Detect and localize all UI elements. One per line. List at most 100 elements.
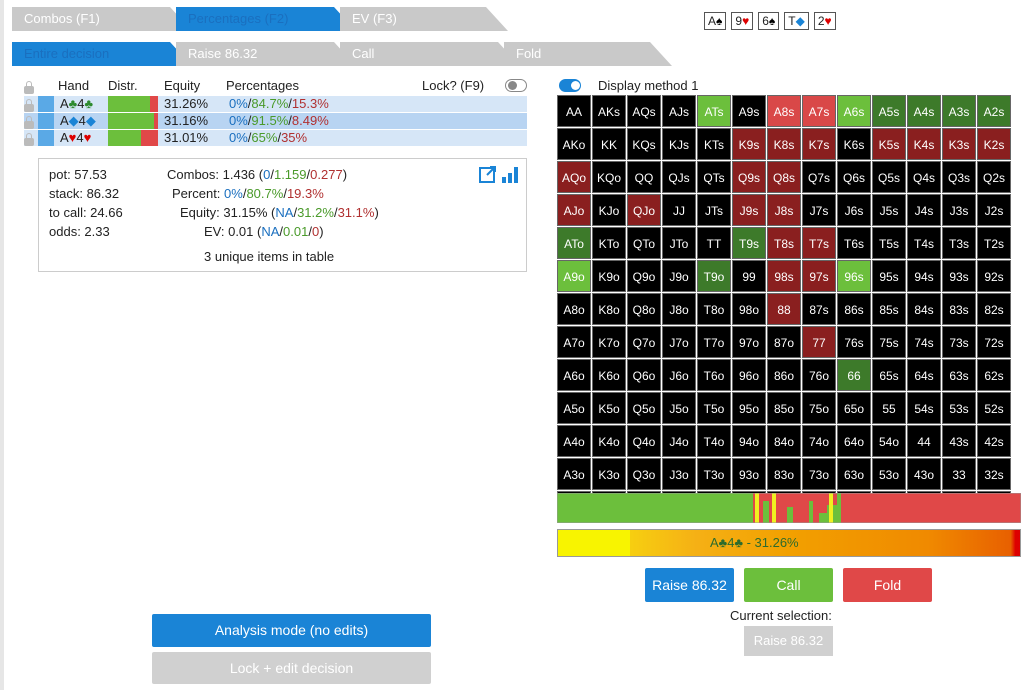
range-cell[interactable]: J3o <box>662 458 696 490</box>
range-cell[interactable]: A8o <box>557 293 591 325</box>
lock-edit-button[interactable]: Lock + edit decision <box>152 652 431 684</box>
fold-button[interactable]: Fold <box>843 568 932 602</box>
range-cell[interactable]: Q9s <box>732 161 766 193</box>
raise-button[interactable]: Raise 86.32 <box>645 568 734 602</box>
range-cell[interactable]: Q8s <box>767 161 801 193</box>
table-row[interactable]: A◆4◆ 31.16% 0%/91.5%/8.49% <box>24 113 527 129</box>
range-cell[interactable]: AA <box>557 95 591 127</box>
range-cell[interactable]: J9s <box>732 194 766 226</box>
range-cell[interactable]: KJo <box>592 194 626 226</box>
range-cell[interactable]: 65s <box>872 359 906 391</box>
range-cell[interactable]: KJs <box>662 128 696 160</box>
range-cell[interactable]: 73s <box>942 326 976 358</box>
range-cell[interactable]: 85o <box>767 392 801 424</box>
range-cell[interactable]: A7o <box>557 326 591 358</box>
range-cell[interactable]: A4s <box>907 95 941 127</box>
range-cell[interactable]: JJ <box>662 194 696 226</box>
range-cell[interactable]: T5o <box>697 392 731 424</box>
range-cell[interactable]: T5s <box>872 227 906 259</box>
range-cell[interactable]: QTo <box>627 227 661 259</box>
range-cell[interactable]: 76s <box>837 326 871 358</box>
lock-toggle[interactable] <box>505 79 527 92</box>
range-cell[interactable]: K9s <box>732 128 766 160</box>
range-cell[interactable]: T3o <box>697 458 731 490</box>
tab-fold[interactable]: Fold <box>504 42 672 66</box>
range-cell[interactable]: A5o <box>557 392 591 424</box>
range-cell[interactable]: KTo <box>592 227 626 259</box>
display-method-toggle[interactable] <box>559 79 581 92</box>
range-cell[interactable]: T7s <box>802 227 836 259</box>
range-cell[interactable]: 74s <box>907 326 941 358</box>
range-cell[interactable]: T6s <box>837 227 871 259</box>
range-cell[interactable]: 96o <box>732 359 766 391</box>
range-cell[interactable]: 63s <box>942 359 976 391</box>
range-cell[interactable]: 88 <box>767 293 801 325</box>
range-cell[interactable]: J6o <box>662 359 696 391</box>
range-cell[interactable]: Q5o <box>627 392 661 424</box>
range-cell[interactable]: 99 <box>732 260 766 292</box>
range-cell[interactable]: 73o <box>802 458 836 490</box>
range-cell[interactable]: 87o <box>767 326 801 358</box>
range-cell[interactable]: 83o <box>767 458 801 490</box>
range-cell[interactable]: TT <box>697 227 731 259</box>
range-cell[interactable]: A9o <box>557 260 591 292</box>
range-cell[interactable]: A5s <box>872 95 906 127</box>
range-cell[interactable]: J6s <box>837 194 871 226</box>
range-cell[interactable]: QTs <box>697 161 731 193</box>
range-cell[interactable]: 54o <box>872 425 906 457</box>
range-cell[interactable]: K9o <box>592 260 626 292</box>
range-cell[interactable]: A6o <box>557 359 591 391</box>
chart-icon[interactable] <box>501 165 521 186</box>
range-cell[interactable]: J4s <box>907 194 941 226</box>
range-cell[interactable]: 33 <box>942 458 976 490</box>
range-cell[interactable]: J4o <box>662 425 696 457</box>
range-cell[interactable]: K3s <box>942 128 976 160</box>
range-cell[interactable]: K7o <box>592 326 626 358</box>
range-cell[interactable]: 64s <box>907 359 941 391</box>
range-cell[interactable]: Q5s <box>872 161 906 193</box>
range-cell[interactable]: JTo <box>662 227 696 259</box>
range-cell[interactable]: 43s <box>942 425 976 457</box>
range-cell[interactable]: 84o <box>767 425 801 457</box>
range-cell[interactable]: 94s <box>907 260 941 292</box>
range-cell[interactable]: 54s <box>907 392 941 424</box>
range-cell[interactable]: 74o <box>802 425 836 457</box>
range-cell[interactable]: A3o <box>557 458 591 490</box>
range-cell[interactable]: 97s <box>802 260 836 292</box>
range-cell[interactable]: J3s <box>942 194 976 226</box>
range-cell[interactable]: J8o <box>662 293 696 325</box>
range-cell[interactable]: 55 <box>872 392 906 424</box>
range-cell[interactable]: 63o <box>837 458 871 490</box>
range-cell[interactable]: 32s <box>977 458 1011 490</box>
range-cell[interactable]: AKs <box>592 95 626 127</box>
range-cell[interactable]: K5s <box>872 128 906 160</box>
range-cell[interactable]: KTs <box>697 128 731 160</box>
range-cell[interactable]: J5o <box>662 392 696 424</box>
call-button[interactable]: Call <box>744 568 833 602</box>
tab-raise[interactable]: Raise 86.32 <box>176 42 356 66</box>
range-cell[interactable]: 95o <box>732 392 766 424</box>
range-cell[interactable]: A6s <box>837 95 871 127</box>
range-cell[interactable]: K8o <box>592 293 626 325</box>
range-cell[interactable]: A4o <box>557 425 591 457</box>
range-cell[interactable]: Q7s <box>802 161 836 193</box>
range-cell[interactable]: Q6o <box>627 359 661 391</box>
range-cell[interactable]: AJo <box>557 194 591 226</box>
range-cell[interactable]: K6o <box>592 359 626 391</box>
range-cell[interactable]: A9s <box>732 95 766 127</box>
range-cell[interactable]: 93o <box>732 458 766 490</box>
range-cell[interactable]: 53s <box>942 392 976 424</box>
range-cell[interactable]: 98s <box>767 260 801 292</box>
range-cell[interactable]: QJo <box>627 194 661 226</box>
range-cell[interactable]: J8s <box>767 194 801 226</box>
range-cell[interactable]: T8s <box>767 227 801 259</box>
range-cell[interactable]: T2s <box>977 227 1011 259</box>
tab-call[interactable]: Call <box>340 42 520 66</box>
range-cell[interactable]: T6o <box>697 359 731 391</box>
row-lock-icon[interactable] <box>24 99 34 116</box>
range-cell[interactable]: 72s <box>977 326 1011 358</box>
analysis-mode-button[interactable]: Analysis mode (no edits) <box>152 614 431 647</box>
range-cell[interactable]: J9o <box>662 260 696 292</box>
range-cell[interactable]: A8s <box>767 95 801 127</box>
range-cell[interactable]: 86s <box>837 293 871 325</box>
